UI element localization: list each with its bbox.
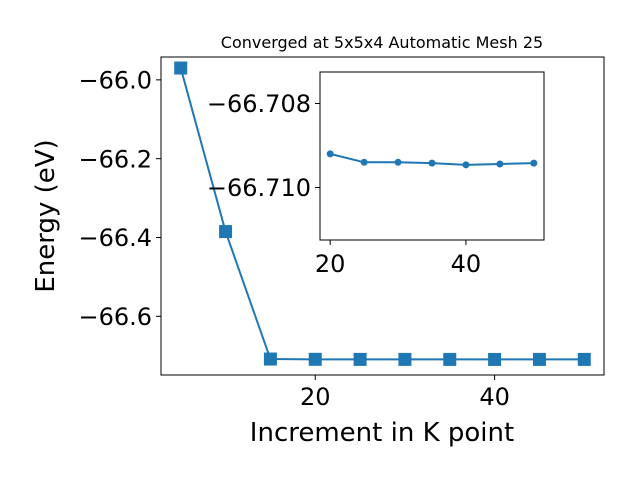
inset-ticks: 20 40 −66.710 −66.708: [207, 90, 481, 278]
data-point: [443, 352, 457, 366]
data-point: [360, 158, 368, 166]
data-point: [532, 352, 546, 366]
data-point: [398, 352, 412, 366]
data-point: [174, 61, 188, 75]
data-point: [219, 225, 233, 239]
y-tick-label: −66.708: [207, 90, 311, 118]
chart-title: Converged at 5x5x4 Automatic Mesh 25: [221, 33, 543, 52]
inset-axes: 20 40 −66.710 −66.708: [207, 71, 545, 278]
inset-series: [326, 150, 538, 169]
y-tick-label: −66.2: [78, 145, 152, 173]
x-tick-label: 20: [300, 383, 331, 411]
x-tick-label: 40: [479, 383, 510, 411]
x-axis-label: Increment in K point: [250, 418, 514, 448]
data-point: [263, 352, 277, 366]
main-ticks: 20 40 −66.0 −66.2 −66.4 −66.6: [78, 66, 509, 411]
data-point: [488, 352, 502, 366]
data-point: [530, 159, 538, 167]
y-tick-label: −66.0: [78, 66, 152, 94]
y-axis-label: Energy (eV): [31, 139, 61, 292]
data-point: [496, 160, 504, 168]
y-tick-label: −66.4: [78, 224, 152, 252]
data-point: [353, 352, 367, 366]
series-line: [179, 67, 585, 361]
inset-plot-frame: [319, 71, 545, 241]
main-series: [174, 61, 591, 366]
x-tick-label: 40: [451, 250, 482, 278]
y-tick-label: −66.6: [78, 303, 152, 331]
data-point: [577, 352, 591, 366]
data-point: [462, 161, 470, 169]
y-tick-label: −66.710: [207, 174, 311, 202]
data-point: [394, 158, 402, 166]
x-tick-label: 20: [315, 250, 346, 278]
data-point: [326, 150, 334, 158]
data-point: [428, 159, 436, 167]
data-point: [308, 352, 322, 366]
